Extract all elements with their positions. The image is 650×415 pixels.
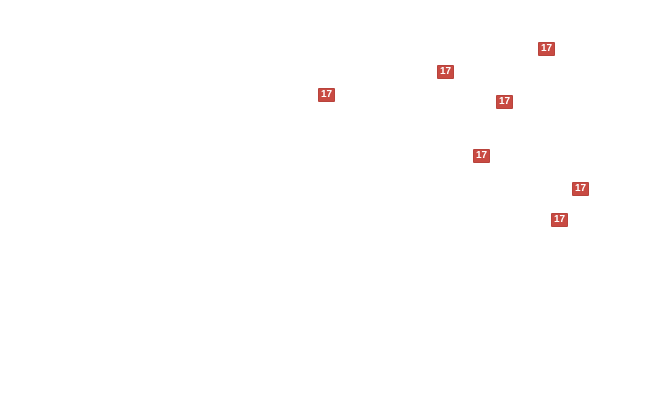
route-marker[interactable]: 17 — [572, 182, 589, 196]
route-marker[interactable]: 17 — [473, 149, 490, 163]
route-marker[interactable]: 17 — [551, 213, 568, 227]
route-marker[interactable]: 17 — [318, 88, 335, 102]
route-marker[interactable]: 17 — [437, 65, 454, 79]
route-marker[interactable]: 17 — [496, 95, 513, 109]
route-marker[interactable]: 17 — [538, 42, 555, 56]
